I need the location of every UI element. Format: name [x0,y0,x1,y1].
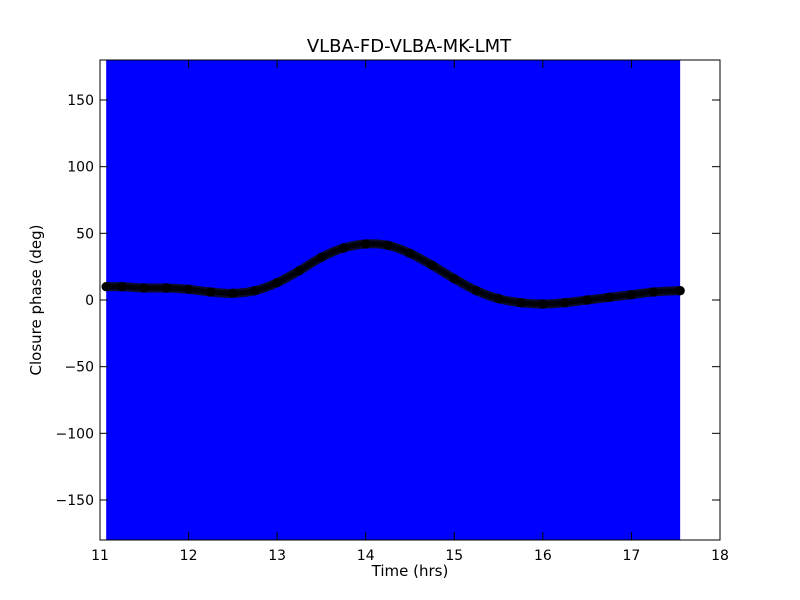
data-point [604,292,614,303]
ticks-layer: 11 12 13 14 15 16 17 18 −150 −100 −50 0 50 100 150 [56,60,729,564]
x-tick-label: 14 [357,548,375,564]
data-point [471,285,482,296]
data-point [117,281,127,292]
data-point [516,297,526,308]
y-tick-label: 150 [67,93,94,109]
data-point [582,295,592,305]
data-point [383,240,393,251]
data-point [338,243,349,253]
data-point [250,285,260,296]
data-point [206,287,216,297]
points-layer [101,239,685,309]
x-tick-label: 16 [534,548,552,564]
data-point [316,252,327,263]
data-point [183,284,194,295]
data-point [449,273,459,284]
y-tick-label: −50 [64,360,94,376]
y-tick-label: −150 [56,493,94,509]
y-tick-label: 100 [67,160,94,176]
data-point [493,293,504,304]
data-point [405,248,415,259]
x-tick-label: 18 [711,548,729,564]
data-point [427,260,437,271]
chart-title: VLBA-FD-VLBA-MK-LMT [307,36,512,57]
data-point [626,289,637,300]
x-tick-label: 12 [180,548,198,564]
data-point [648,287,659,297]
y-tick-label: 50 [76,226,94,242]
x-tick-label: 13 [268,548,286,564]
y-axis-label: Closure phase (deg) [27,225,45,376]
y-tick-label: 0 [85,293,94,309]
data-point [538,299,548,309]
x-tick-label: 17 [623,548,641,564]
data-point [272,277,282,288]
x-tick-label: 15 [445,548,463,564]
data-point [161,283,172,293]
data-point [228,288,238,299]
data-point [675,285,685,296]
x-axis-label: Time (hrs) [371,562,449,580]
data-point [361,239,371,249]
data-point [139,283,149,293]
x-tick-label: 11 [91,548,109,564]
y-tick-label: −100 [56,426,94,442]
data-point [560,297,570,308]
data-point [294,265,304,276]
data-point [101,281,111,292]
